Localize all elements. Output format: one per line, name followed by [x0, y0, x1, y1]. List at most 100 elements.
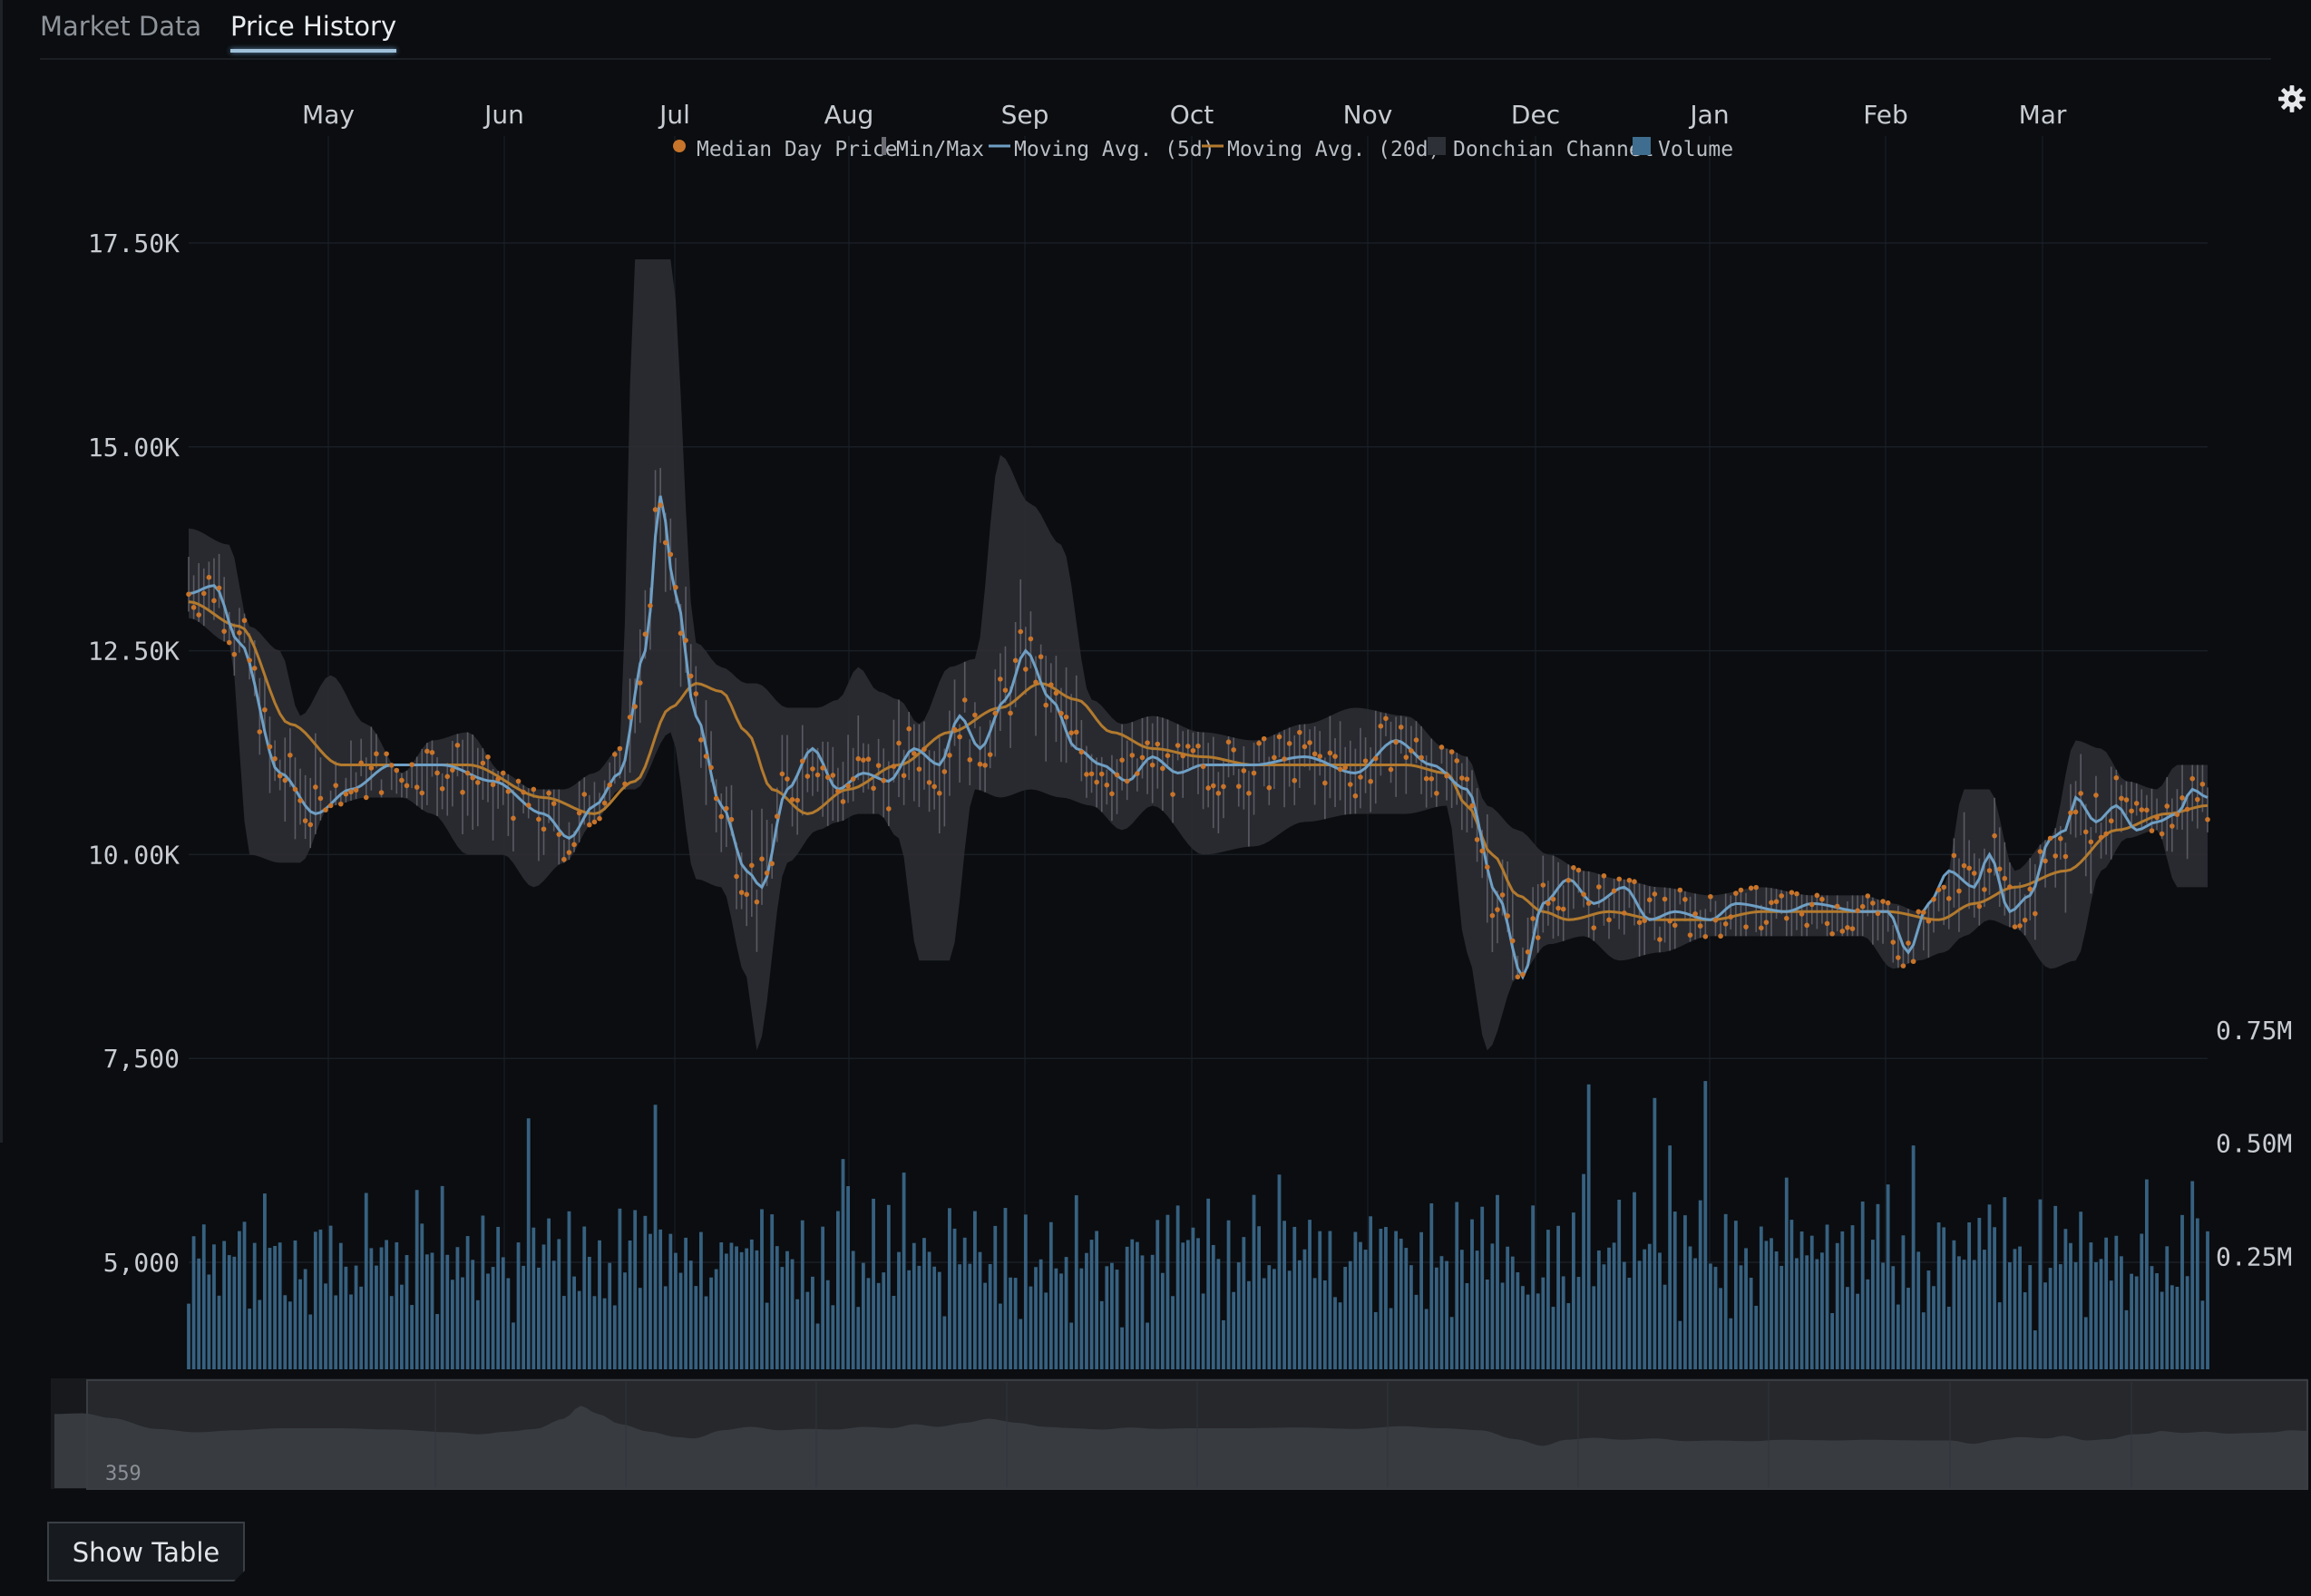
median-price-point	[399, 777, 405, 783]
median-price-point	[597, 815, 602, 822]
show-table-button[interactable]: Show Table	[47, 1522, 245, 1581]
median-price-point	[2170, 823, 2175, 829]
median-price-point	[2189, 775, 2196, 782]
volume-bar	[1429, 1202, 1434, 1369]
median-price-point	[267, 744, 273, 750]
volume-bar	[1048, 1221, 1053, 1369]
volume-bar	[1764, 1241, 1769, 1369]
tab-market-data[interactable]: Market Data	[40, 11, 202, 42]
median-price-point	[1896, 955, 1901, 960]
volume-bar	[2134, 1276, 2139, 1369]
volume-bar	[2170, 1285, 2174, 1369]
donchian-channel-area	[189, 258, 2208, 1051]
median-price-point	[1540, 882, 1546, 888]
median-price-point	[1535, 935, 1541, 940]
volume-bar	[694, 1286, 698, 1369]
volume-bar	[227, 1255, 231, 1369]
median-price-point	[2047, 835, 2053, 842]
median-price-point	[1936, 887, 1942, 892]
volume-bar	[1870, 1240, 1875, 1369]
tab-price-history[interactable]: Price History	[230, 9, 397, 53]
median-price-point	[1119, 757, 1125, 763]
median-price-point	[307, 822, 314, 828]
median-price-point	[724, 805, 729, 812]
volume-bar	[1708, 1263, 1712, 1369]
volume-bar	[1308, 1220, 1312, 1369]
median-price-point	[1459, 775, 1465, 781]
volume-bar	[1353, 1231, 1358, 1369]
volume-bar	[424, 1254, 429, 1369]
volume-bar	[825, 1280, 830, 1369]
volume-bar	[846, 1186, 850, 1369]
volume-bar	[364, 1192, 368, 1369]
volume-bar	[349, 1294, 353, 1369]
volume-bar	[1399, 1238, 1403, 1369]
median-price-point	[511, 815, 516, 822]
volume-bar	[2165, 1246, 2170, 1369]
volume-bar	[2150, 1266, 2154, 1369]
volume-bar	[962, 1237, 967, 1369]
median-price-point	[317, 795, 324, 802]
median-price-point	[302, 818, 308, 823]
median-price-point	[1033, 679, 1038, 686]
volume-bar	[1404, 1248, 1409, 1369]
median-price-point	[247, 657, 252, 663]
volume-bar	[1932, 1286, 1936, 1369]
volume-bar	[1074, 1195, 1078, 1369]
volume-bar	[1110, 1262, 1114, 1369]
volume-bar	[1678, 1320, 1682, 1369]
volume-bar	[1891, 1266, 1896, 1369]
median-price-point	[525, 803, 531, 808]
volume-bar	[238, 1231, 241, 1369]
volume-bar	[2140, 1233, 2144, 1369]
volume-bar	[359, 1286, 364, 1369]
volume-bar	[1921, 1312, 1926, 1369]
median-price-point	[1906, 940, 1911, 946]
volume-bar	[541, 1244, 546, 1369]
volume-bar	[2079, 1212, 2083, 1369]
median-price-point	[1276, 734, 1282, 740]
median-price-point	[358, 760, 364, 766]
volume-bar	[400, 1284, 404, 1369]
volume-bar	[892, 1295, 896, 1369]
median-price-point	[353, 787, 359, 793]
median-price-point	[368, 765, 375, 771]
volume-bar	[2013, 1249, 2017, 1369]
volume-bar	[1972, 1260, 1976, 1369]
volume-bar	[922, 1238, 926, 1369]
volume-bar	[1993, 1227, 1996, 1369]
volume-bar	[328, 1225, 333, 1369]
median-price-point	[1753, 884, 1760, 890]
gear-icon[interactable]	[2277, 83, 2307, 114]
median-price-point	[1657, 937, 1663, 942]
median-price-point	[642, 631, 648, 637]
volume-bar	[805, 1291, 810, 1369]
volume-bar	[2130, 1273, 2134, 1369]
volume-bar	[1997, 1302, 2002, 1369]
median-price-point	[926, 780, 932, 785]
median-price-point	[1733, 890, 1739, 896]
median-price-point	[622, 781, 628, 787]
volume-bar	[1475, 1251, 1479, 1369]
median-price-point	[292, 786, 298, 793]
median-price-point	[1961, 862, 1967, 869]
median-price-point	[824, 774, 831, 780]
median-price-point	[343, 791, 349, 797]
median-price-point	[1571, 865, 1576, 871]
median-price-point	[2007, 884, 2013, 890]
volume-bar	[1561, 1276, 1565, 1369]
median-price-point	[1078, 749, 1085, 755]
volume-bar	[2099, 1259, 2103, 1369]
volume-bar	[1023, 1214, 1028, 1369]
volume-bar	[1003, 1208, 1008, 1369]
median-price-point	[378, 790, 385, 795]
volume-bar	[1379, 1229, 1383, 1369]
volume-bar	[1809, 1235, 1814, 1369]
median-price-point	[951, 726, 958, 733]
median-price-point	[637, 680, 643, 686]
volume-bar	[1653, 1097, 1657, 1369]
volume-bar	[866, 1278, 871, 1369]
volume-bar	[1267, 1265, 1272, 1369]
median-price-point	[1352, 793, 1359, 799]
volume-bar	[1201, 1293, 1205, 1369]
